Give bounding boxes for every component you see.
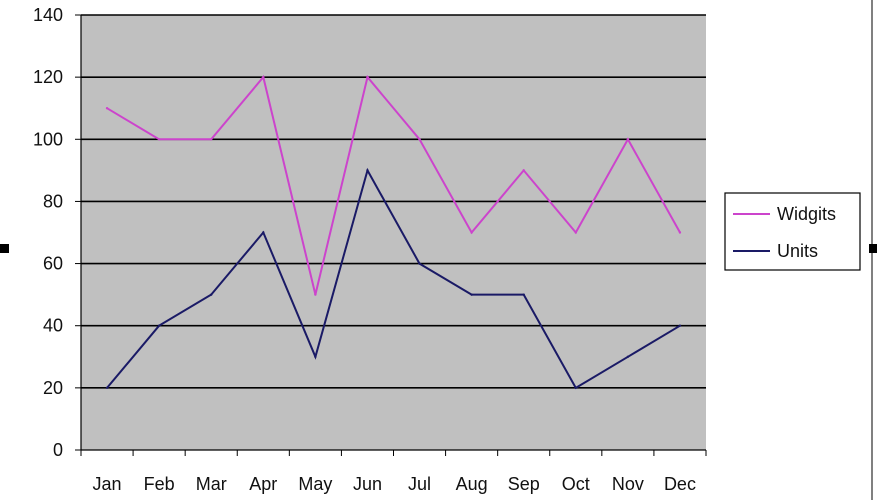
data-point-units bbox=[262, 231, 265, 234]
series-line-widgits bbox=[106, 74, 681, 295]
right-edge-marker bbox=[869, 244, 877, 253]
data-point-units bbox=[470, 293, 473, 296]
y-tick-label: 140 bbox=[33, 5, 63, 25]
data-point-units bbox=[157, 324, 161, 327]
data-point-units bbox=[105, 386, 109, 390]
x-tick-label: Dec bbox=[664, 474, 696, 494]
left-edge-marker bbox=[0, 244, 9, 253]
series-lines bbox=[105, 74, 682, 390]
y-tick-label: 100 bbox=[33, 129, 63, 149]
data-point-widgits bbox=[470, 231, 473, 234]
x-tick-label: Sep bbox=[508, 474, 540, 494]
data-point-widgits bbox=[262, 75, 265, 79]
plot-area bbox=[81, 15, 706, 450]
y-tick-label: 60 bbox=[43, 254, 63, 274]
data-point-widgits bbox=[574, 231, 577, 234]
x-tick-label: Mar bbox=[196, 474, 227, 494]
x-tick-label: Jan bbox=[93, 474, 122, 494]
y-tick-label: 20 bbox=[43, 378, 63, 398]
series-line-units bbox=[106, 167, 681, 390]
data-point-widgits bbox=[157, 138, 161, 141]
y-tick-label: 80 bbox=[43, 191, 63, 211]
gridlines bbox=[75, 14, 707, 456]
y-tick-label: 120 bbox=[33, 67, 63, 87]
x-tick-label: Aug bbox=[456, 474, 488, 494]
data-point-units bbox=[366, 169, 369, 172]
data-point-units bbox=[678, 324, 682, 327]
y-tick-label: 0 bbox=[53, 440, 63, 460]
legend: Widgits Units bbox=[724, 192, 861, 271]
x-tick-label: Jun bbox=[353, 474, 382, 494]
data-point-units bbox=[574, 386, 577, 390]
data-point-widgits bbox=[522, 169, 525, 172]
legend-label-units: Units bbox=[777, 241, 818, 261]
y-axis-tick-labels: 0 20 40 60 80 100 120 140 bbox=[33, 5, 63, 460]
data-point-widgits bbox=[366, 75, 369, 79]
legend-label-widgits: Widgits bbox=[777, 204, 836, 224]
data-point-units bbox=[418, 262, 421, 265]
data-point-widgits bbox=[105, 107, 109, 110]
x-tick-label: Jul bbox=[408, 474, 431, 494]
x-tick-label: Feb bbox=[144, 474, 175, 494]
data-point-units bbox=[626, 355, 630, 358]
x-tick-label: Oct bbox=[562, 474, 590, 494]
x-tick-label: May bbox=[298, 474, 332, 494]
data-point-widgits bbox=[314, 293, 317, 296]
data-point-units bbox=[522, 293, 525, 296]
legend-box bbox=[724, 192, 861, 271]
x-tick-label: Nov bbox=[612, 474, 644, 494]
data-point-widgits bbox=[626, 138, 630, 141]
x-axis-tick-labels: Jan Feb Mar Apr May Jun Jul Aug Sep Oct Nov Dec bbox=[93, 474, 696, 494]
data-point-widgits bbox=[678, 231, 682, 234]
data-point-units bbox=[210, 293, 213, 296]
data-point-units bbox=[314, 355, 317, 358]
y-tick-label: 40 bbox=[43, 316, 63, 336]
data-point-widgits bbox=[418, 138, 421, 141]
data-point-widgits bbox=[210, 138, 213, 141]
x-tick-label: Apr bbox=[249, 474, 277, 494]
